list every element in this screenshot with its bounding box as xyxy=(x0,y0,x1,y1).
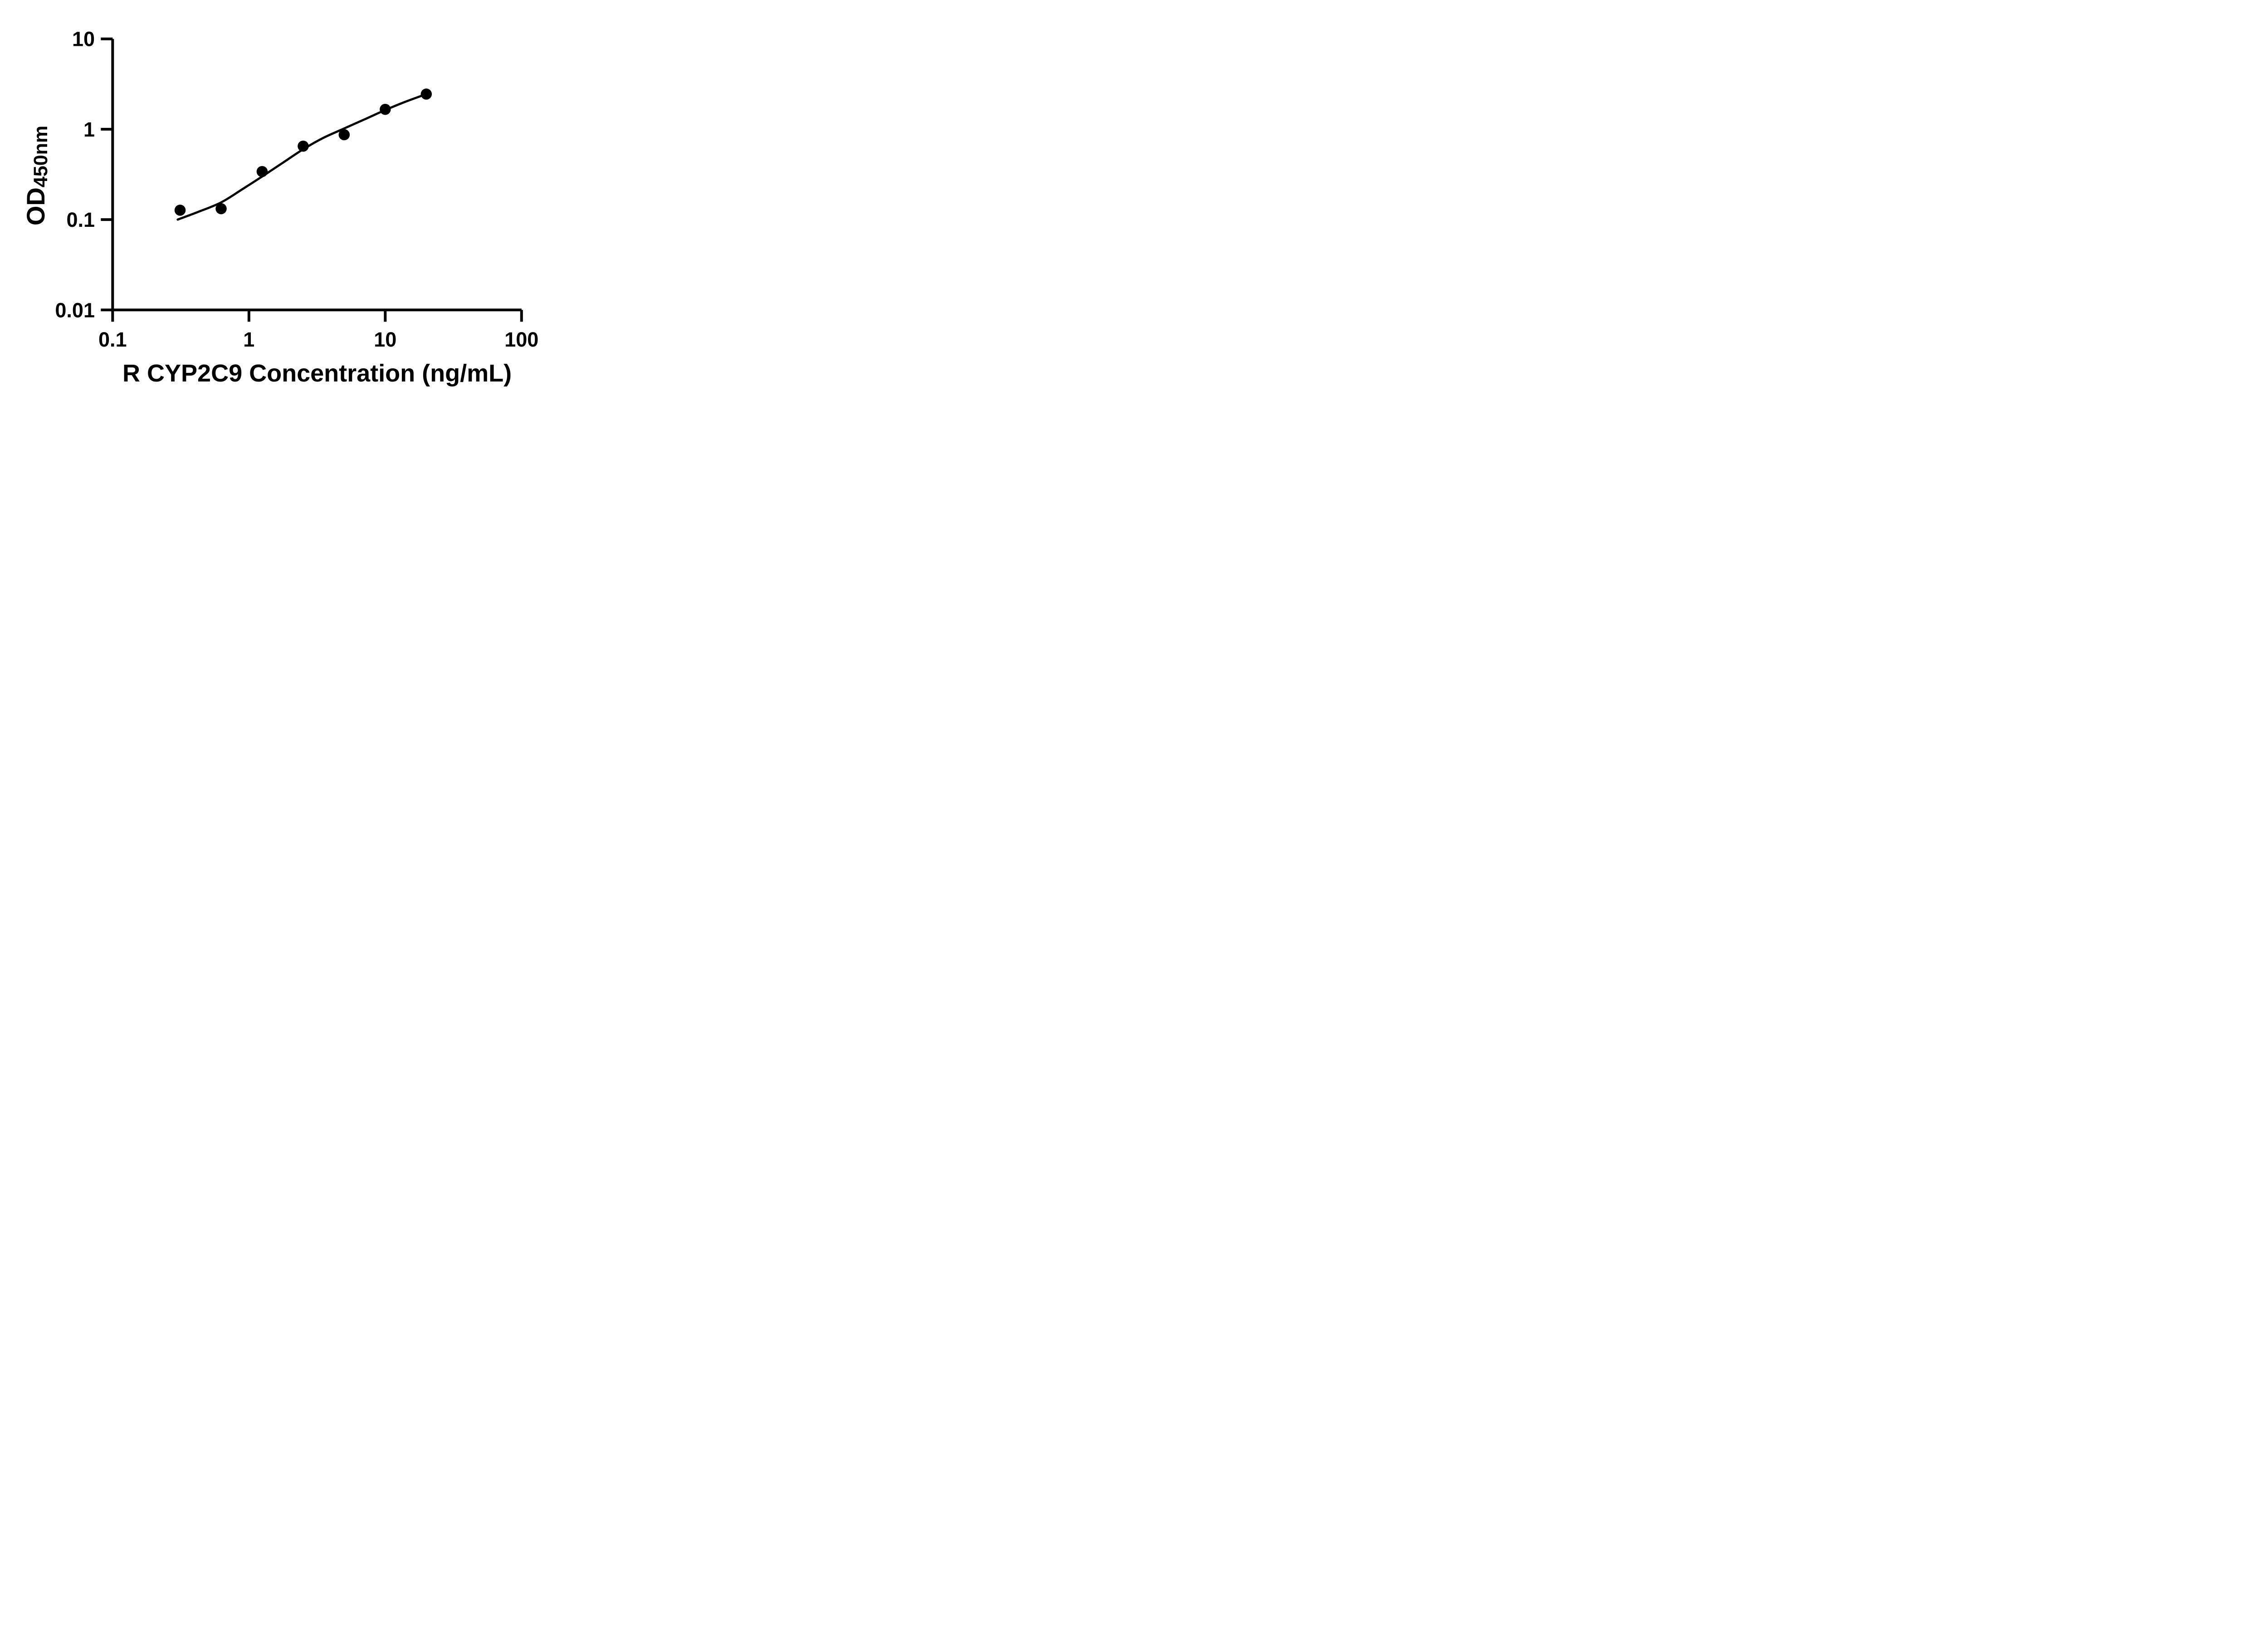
figure-canvas: 0.1 1 10 100 10 1 0.1 0.01 R CYP2C9 Concentrati… xyxy=(0,0,583,408)
y-tick-label: 0.1 xyxy=(66,208,95,231)
y-axis-title-subscript: 450nm xyxy=(30,126,52,187)
y-tick-label: 1 xyxy=(83,118,95,141)
data-point xyxy=(215,203,227,215)
data-point xyxy=(298,140,309,152)
y-tick-label: 10 xyxy=(72,28,95,51)
x-tick-label: 10 xyxy=(374,328,396,351)
data-point xyxy=(256,166,268,177)
x-tick-label: 1 xyxy=(243,328,254,351)
y-tick-label: 0.01 xyxy=(55,298,95,322)
y-axis-title-main: OD xyxy=(21,187,50,225)
x-tick-label: 0.1 xyxy=(98,328,127,351)
data-point xyxy=(174,205,186,216)
data-point xyxy=(420,88,432,100)
x-tick-label: 100 xyxy=(504,328,538,351)
data-point xyxy=(338,129,350,141)
y-axis-title: OD450nm xyxy=(21,126,52,225)
data-series xyxy=(174,88,432,221)
x-axis-title: R CYP2C9 Concentration (ng/mL) xyxy=(122,360,512,387)
data-point xyxy=(380,103,391,115)
tick-marks xyxy=(101,37,523,322)
axes xyxy=(111,39,522,312)
